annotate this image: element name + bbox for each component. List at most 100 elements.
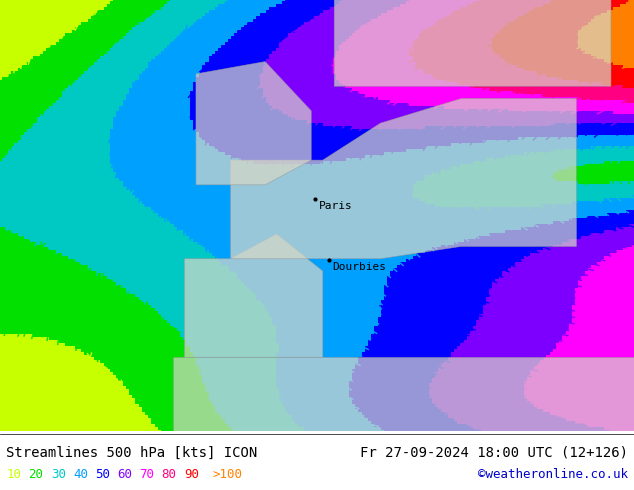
FancyArrowPatch shape [591,164,595,169]
Text: Streamlines 500 hPa [kts] ICON: Streamlines 500 hPa [kts] ICON [6,446,257,460]
FancyArrowPatch shape [351,185,356,190]
FancyArrowPatch shape [463,266,469,270]
FancyArrowPatch shape [424,63,428,67]
FancyArrowPatch shape [40,405,44,409]
FancyArrowPatch shape [10,199,15,204]
Text: Fr 27-09-2024 18:00 UTC (12+126): Fr 27-09-2024 18:00 UTC (12+126) [359,446,628,460]
FancyArrowPatch shape [486,4,492,9]
FancyArrowPatch shape [186,25,190,30]
FancyArrowPatch shape [117,380,122,385]
FancyArrowPatch shape [560,165,564,169]
Polygon shape [173,357,634,431]
FancyArrowPatch shape [15,57,20,62]
FancyArrowPatch shape [551,150,555,155]
FancyArrowPatch shape [273,247,277,252]
FancyArrowPatch shape [59,119,63,124]
FancyArrowPatch shape [46,99,51,104]
FancyArrowPatch shape [79,52,83,57]
Text: 50: 50 [95,468,110,481]
FancyArrowPatch shape [557,191,561,196]
FancyArrowPatch shape [408,269,412,273]
FancyArrowPatch shape [571,428,576,433]
FancyArrowPatch shape [67,136,70,141]
FancyArrowPatch shape [318,48,323,52]
FancyArrowPatch shape [294,205,298,210]
FancyArrowPatch shape [165,201,169,206]
FancyArrowPatch shape [179,343,183,348]
FancyArrowPatch shape [454,172,458,177]
FancyArrowPatch shape [436,277,441,281]
Text: 90: 90 [184,468,199,481]
Text: Paris: Paris [319,201,353,211]
FancyArrowPatch shape [494,34,500,39]
FancyArrowPatch shape [122,351,126,356]
FancyArrowPatch shape [57,294,61,299]
FancyArrowPatch shape [154,196,158,201]
Text: 10: 10 [6,468,22,481]
FancyArrowPatch shape [579,7,585,12]
FancyArrowPatch shape [615,164,619,169]
FancyArrowPatch shape [57,43,61,48]
FancyArrowPatch shape [90,182,94,188]
FancyArrowPatch shape [410,226,415,231]
Text: 20: 20 [29,468,44,481]
FancyArrowPatch shape [518,172,522,177]
FancyArrowPatch shape [432,174,436,178]
FancyArrowPatch shape [110,186,115,191]
FancyArrowPatch shape [285,16,290,20]
FancyArrowPatch shape [221,207,225,212]
FancyArrowPatch shape [176,211,180,215]
FancyArrowPatch shape [436,183,440,188]
Text: 30: 30 [51,468,66,481]
FancyArrowPatch shape [139,191,144,196]
Polygon shape [334,0,611,86]
FancyArrowPatch shape [200,347,204,352]
FancyArrowPatch shape [195,236,199,241]
FancyArrowPatch shape [34,79,39,84]
FancyArrowPatch shape [306,321,311,326]
FancyArrowPatch shape [48,305,53,310]
FancyArrowPatch shape [113,197,117,202]
FancyArrowPatch shape [261,336,266,341]
FancyArrowPatch shape [35,300,39,305]
Polygon shape [184,234,323,357]
Text: 70: 70 [139,468,155,481]
FancyArrowPatch shape [361,36,366,41]
FancyArrowPatch shape [11,160,15,165]
FancyArrowPatch shape [319,300,323,305]
FancyArrowPatch shape [289,189,294,194]
FancyArrowPatch shape [608,164,612,169]
FancyArrowPatch shape [465,190,470,195]
FancyArrowPatch shape [55,65,59,71]
FancyArrowPatch shape [339,279,344,284]
FancyArrowPatch shape [248,83,253,88]
Polygon shape [196,62,311,185]
FancyArrowPatch shape [306,355,311,359]
FancyArrowPatch shape [223,80,227,85]
FancyArrowPatch shape [13,360,17,366]
FancyArrowPatch shape [1,44,5,49]
FancyArrowPatch shape [183,42,188,47]
FancyArrowPatch shape [541,62,548,66]
FancyArrowPatch shape [500,173,504,178]
FancyArrowPatch shape [34,147,37,152]
FancyArrowPatch shape [41,242,46,247]
FancyArrowPatch shape [26,37,30,42]
FancyArrowPatch shape [489,210,494,215]
FancyArrowPatch shape [380,302,385,306]
FancyArrowPatch shape [76,276,81,281]
FancyArrowPatch shape [536,201,541,206]
FancyArrowPatch shape [512,171,517,175]
FancyArrowPatch shape [356,319,361,323]
FancyArrowPatch shape [73,190,77,195]
FancyArrowPatch shape [90,166,94,171]
FancyArrowPatch shape [347,15,352,19]
FancyArrowPatch shape [266,349,271,353]
FancyArrowPatch shape [171,13,176,18]
FancyArrowPatch shape [39,369,44,374]
FancyArrowPatch shape [246,307,250,312]
FancyArrowPatch shape [535,50,541,54]
Text: 80: 80 [162,468,177,481]
FancyArrowPatch shape [330,304,335,309]
FancyArrowPatch shape [354,287,359,292]
